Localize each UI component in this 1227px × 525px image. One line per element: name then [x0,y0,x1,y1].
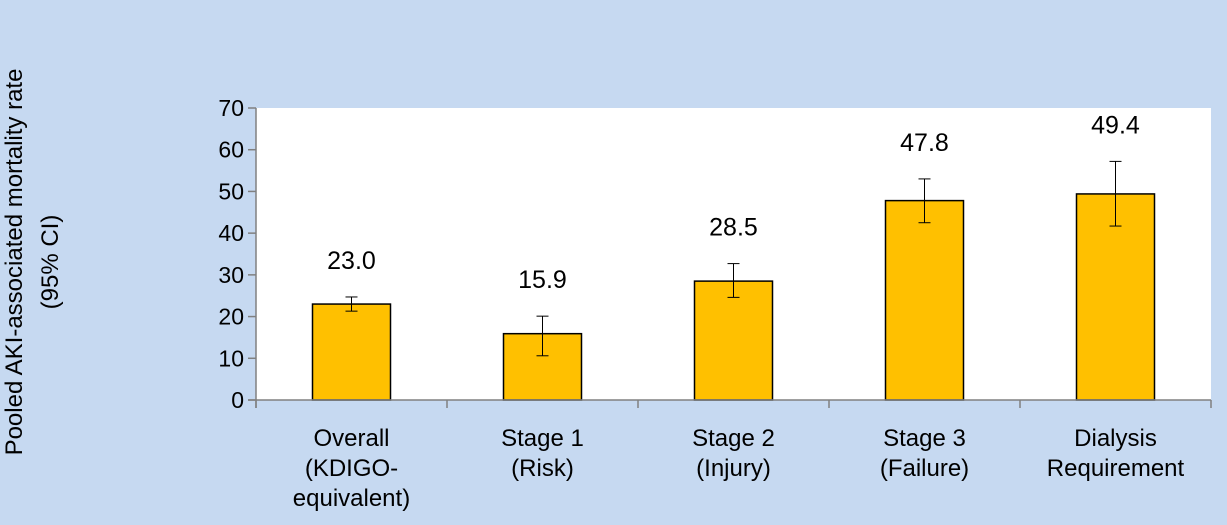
x-category-label: Overall (KDIGO-equivalent) [293,425,410,512]
x-category-label: Stage 2 (Injury) [692,425,775,482]
error-bar [536,315,549,357]
y-ticks: 0 10 20 30 40 50 60 70 [218,95,256,413]
error-bar [727,263,740,298]
bar [884,199,965,401]
data-label: 28.5 [709,214,758,242]
bars: 23.0 15.9 28.5 47.8 49.4 [311,111,1156,401]
y-axis-title-line: Pooled AKI-associated mortality rate [1,69,28,456]
bar [311,303,392,401]
x-category-label: Dialysis Requirement [1047,425,1185,482]
data-label: 47.8 [900,129,949,157]
y-tick-label: 20 [218,304,244,330]
y-tick-label: 60 [218,137,244,163]
y-tick-label: 70 [218,95,244,121]
y-tick-label: 30 [218,262,244,288]
error-bar [1109,160,1122,227]
bar [693,280,774,401]
data-label: 49.4 [1091,111,1140,139]
x-category-label: Stage 1 (Risk) [501,425,584,482]
data-label: 15.9 [518,266,567,294]
y-axis-title-line: (95% CI) [37,215,64,310]
x-category-label: Stage 3 (Failure) [880,425,969,482]
y-tick-label: 10 [218,345,244,371]
category-labels: Overall (KDIGO-equivalent) Stage 1 (Risk) St… [293,425,1185,512]
data-label: 23.0 [327,247,376,275]
y-tick-label: 0 [231,387,244,413]
y-tick-label: 50 [218,178,244,204]
y-axis-title: Pooled AKI-associated mortality rate (95%… [1,69,64,456]
y-tick-label: 40 [218,220,244,246]
bar [1075,193,1156,401]
error-bar [918,178,931,224]
error-bar [345,296,358,312]
